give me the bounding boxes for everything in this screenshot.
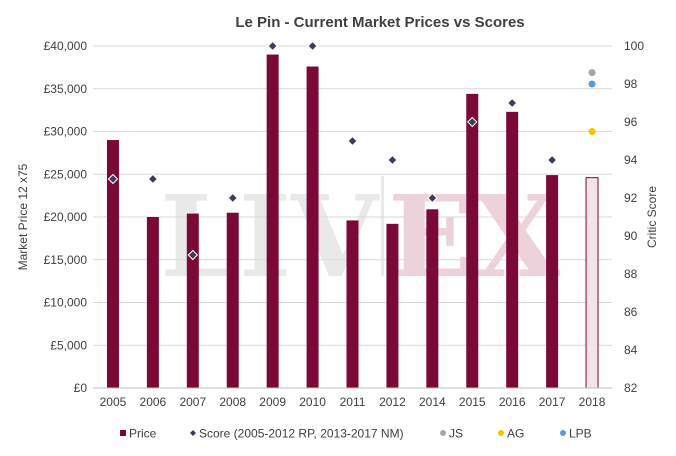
bar-series [106,54,599,389]
y2-tick-label: 88 [624,267,638,281]
y-tick-label: £15,000 [44,253,88,267]
y-axis-title: Market Price 12 x75 [16,163,30,270]
x-tick-label: 2018 [579,395,606,409]
legend-label: JS [449,427,463,441]
legend-swatch-lpb [560,430,566,436]
x-tick-label: 2014 [419,395,446,409]
y-tick-label: £40,000 [44,39,88,53]
point-series [107,40,596,261]
legend-swatch-score [190,430,196,436]
legend-label: AG [507,427,524,441]
price-bar [346,220,359,388]
y-tick-label: £30,000 [44,125,88,139]
price-bar [386,223,399,388]
y2-axis-title: Critic Score [645,186,659,248]
legend-swatch-price [120,430,126,436]
price-bar [546,175,559,388]
score-point [267,40,278,52]
price-bar [506,111,519,389]
watermark-logo: LIV EX [160,172,560,303]
price-bar [426,209,439,388]
x-tick-label: 2005 [100,395,127,409]
legend-label: LPB [569,427,592,441]
legend-label: Score (2005-2012 RP, 2013-2017 NM) [199,427,404,441]
lpb-point [588,80,596,88]
price-bar [146,217,159,388]
x-tick-label: 2015 [459,395,486,409]
score-point [387,154,398,166]
price-bar [266,54,279,389]
price-bar [306,66,319,389]
score-point [506,97,518,109]
score-point [427,192,438,204]
y2-tick-label: 98 [624,77,638,91]
ag-point [588,128,596,135]
y-tick-label: £20,000 [44,210,88,224]
price-bar [226,212,239,388]
x-tick-label: 2016 [499,395,526,409]
legend-label: Price [129,427,157,441]
y2-tick-label: 90 [624,229,638,243]
x-tick-label: 2012 [379,395,406,409]
js-point [588,69,596,77]
x-tick-label: 2008 [219,395,246,409]
score-point [546,154,558,166]
score-point [467,116,478,128]
y-tick-label: £0 [74,381,88,395]
x-tick-label: 2011 [340,395,366,409]
score-point [347,135,358,147]
y-tick-label: £5,000 [50,338,87,352]
x-tick-label: 2007 [179,395,206,409]
y2-tick-label: 94 [624,153,638,167]
axes: £0 £5,000 £10,000 £15,000 £20,000 £25,000 £30,… [44,39,645,409]
price-bar [466,93,479,388]
score-point [147,173,159,185]
y2-tick-label: 86 [624,305,638,319]
score-point [307,40,318,52]
y2-tick-label: 92 [624,191,638,205]
y-tick-label: £10,000 [44,296,88,310]
legend: Price Score (2005-2012 RP, 2013-2017 NM) J… [120,427,592,441]
legend-swatch-js [440,430,446,436]
legend-swatch-ag [498,430,504,436]
x-tick-label: 2006 [140,395,167,409]
y-tick-label: £25,000 [44,167,88,181]
x-tick-label: 2009 [259,395,286,409]
price-bar [106,140,119,388]
price-bar [186,213,199,388]
chart-title: Le Pin - Current Market Prices vs Scores [235,14,524,31]
y2-tick-label: 96 [624,115,638,129]
price-bar [585,177,599,389]
x-tick-label: 2017 [539,395,566,409]
x-tick-label: 2010 [299,395,326,409]
y2-tick-label: 84 [624,343,638,357]
y2-tick-label: 82 [624,381,638,395]
score-point [187,249,199,261]
score-point [107,173,119,185]
y-tick-label: £35,000 [44,82,88,96]
score-point [227,192,238,204]
watermark-divider [381,176,384,276]
y2-tick-label: 100 [624,39,644,53]
